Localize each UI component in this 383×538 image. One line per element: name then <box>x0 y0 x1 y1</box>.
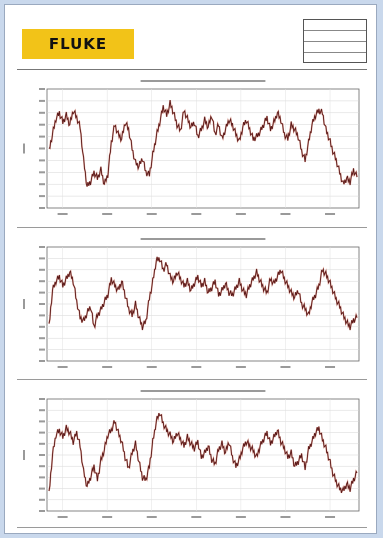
y-tick-label <box>39 99 45 102</box>
x-tick-label <box>146 366 157 368</box>
x-tick-label <box>191 516 202 518</box>
y-tick-label <box>39 257 45 260</box>
y-tick-label <box>39 171 45 174</box>
x-tick-label <box>57 366 68 368</box>
x-tick-label <box>102 366 113 368</box>
y-tick-label <box>39 487 45 490</box>
y-tick-label <box>39 409 45 412</box>
x-tick-label <box>102 516 113 518</box>
y-tick-label <box>39 348 45 351</box>
y-tick-label <box>39 135 45 138</box>
chart-title-placeholder <box>140 80 266 82</box>
y-tick-label <box>39 510 45 512</box>
chart-2 <box>23 238 360 368</box>
y-tick-label <box>39 246 45 248</box>
y-tick-label <box>39 147 45 150</box>
info-row <box>304 31 366 42</box>
x-tick-label <box>280 366 291 368</box>
y-tick-label <box>39 398 45 400</box>
header-divider <box>17 69 367 70</box>
panel-divider <box>17 227 367 228</box>
y-tick-label <box>39 195 45 198</box>
x-tick-label <box>325 213 336 215</box>
x-tick-label <box>325 366 336 368</box>
x-tick-label <box>57 516 68 518</box>
chart-1 <box>23 80 360 215</box>
y-tick-label <box>39 442 45 445</box>
footer-divider <box>17 527 367 528</box>
y-axis-label-placeholder <box>23 299 25 309</box>
fluke-logo: FLUKE <box>22 29 134 59</box>
y-tick-label <box>39 420 45 423</box>
x-tick-label <box>280 213 291 215</box>
x-tick-label <box>235 366 246 368</box>
x-tick-label <box>325 516 336 518</box>
report-page: FLUKE <box>4 4 377 534</box>
y-axis-label-placeholder <box>23 450 25 460</box>
y-tick-label <box>39 123 45 126</box>
y-tick-label <box>39 159 45 162</box>
x-tick-label <box>102 213 113 215</box>
x-tick-label <box>146 516 157 518</box>
y-tick-label <box>39 325 45 328</box>
y-tick-label <box>39 111 45 114</box>
x-tick-label <box>235 213 246 215</box>
y-tick-label <box>39 360 45 362</box>
series-line <box>48 100 358 187</box>
info-row <box>304 20 366 31</box>
chart-title-placeholder <box>140 390 266 392</box>
info-row <box>304 42 366 53</box>
y-tick-label <box>39 431 45 434</box>
report-info-box <box>303 19 367 63</box>
y-tick-label <box>39 303 45 305</box>
info-row <box>304 53 366 63</box>
x-tick-label <box>191 213 202 215</box>
y-tick-label <box>39 337 45 340</box>
y-tick-label <box>39 454 45 456</box>
y-tick-label <box>39 314 45 317</box>
y-tick-label <box>39 88 45 90</box>
chart-title-placeholder <box>140 238 266 240</box>
x-tick-label <box>235 516 246 518</box>
y-tick-label <box>39 207 45 209</box>
y-tick-label <box>39 476 45 479</box>
chart-3 <box>23 390 360 518</box>
y-tick-label <box>39 291 45 294</box>
y-tick-label <box>39 280 45 283</box>
series-line <box>48 412 358 494</box>
x-tick-label <box>191 366 202 368</box>
x-tick-label <box>280 516 291 518</box>
y-tick-label <box>39 498 45 501</box>
logo-text: FLUKE <box>48 35 108 53</box>
x-tick-label <box>57 213 68 215</box>
y-tick-label <box>39 465 45 468</box>
y-tick-label <box>39 183 45 186</box>
series-line <box>48 256 358 331</box>
y-tick-label <box>39 268 45 271</box>
panel-divider <box>17 379 367 380</box>
y-axis-label-placeholder <box>23 143 25 154</box>
x-tick-label <box>146 213 157 215</box>
